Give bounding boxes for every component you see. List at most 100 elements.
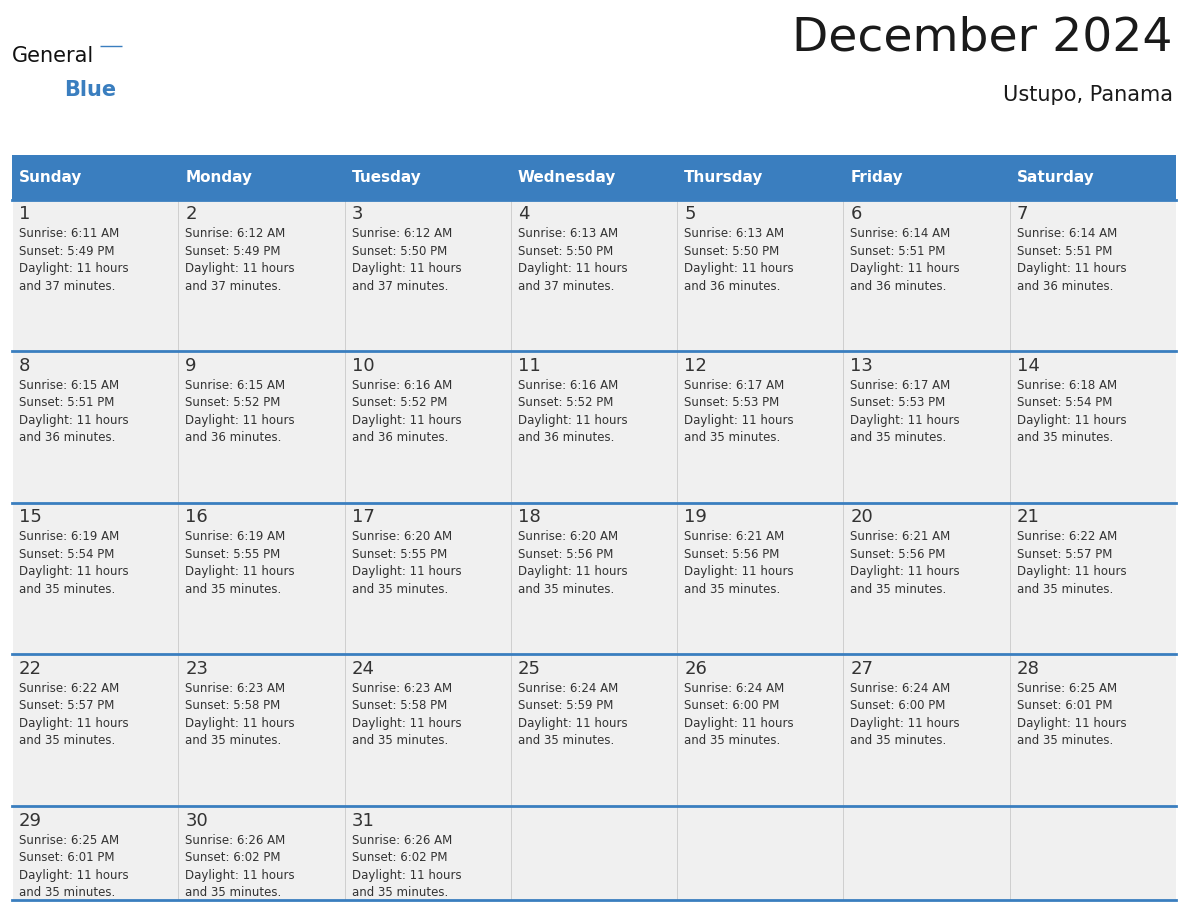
- Text: 25: 25: [518, 660, 541, 677]
- Bar: [345, 503, 511, 655]
- Text: 5: 5: [684, 206, 696, 223]
- Text: Daylight: 11 hours: Daylight: 11 hours: [19, 565, 128, 578]
- Text: 16: 16: [185, 509, 208, 526]
- Text: 12: 12: [684, 357, 707, 375]
- Text: Daylight: 11 hours: Daylight: 11 hours: [518, 263, 627, 275]
- Text: and 35 minutes.: and 35 minutes.: [518, 734, 614, 747]
- Text: and 36 minutes.: and 36 minutes.: [19, 431, 115, 444]
- Text: 28: 28: [1017, 660, 1040, 677]
- Text: and 35 minutes.: and 35 minutes.: [851, 431, 947, 444]
- Text: Sunrise: 6:16 AM: Sunrise: 6:16 AM: [518, 379, 618, 392]
- Bar: [511, 806, 677, 900]
- Text: Sunset: 5:51 PM: Sunset: 5:51 PM: [851, 245, 946, 258]
- Text: Sunset: 5:58 PM: Sunset: 5:58 PM: [185, 700, 280, 712]
- Bar: [511, 352, 677, 503]
- Text: and 35 minutes.: and 35 minutes.: [851, 583, 947, 596]
- Text: Daylight: 11 hours: Daylight: 11 hours: [185, 263, 295, 275]
- Bar: [677, 155, 843, 200]
- Text: and 35 minutes.: and 35 minutes.: [1017, 431, 1113, 444]
- Text: Daylight: 11 hours: Daylight: 11 hours: [185, 565, 295, 578]
- Text: 30: 30: [185, 812, 208, 830]
- Text: and 37 minutes.: and 37 minutes.: [185, 280, 282, 293]
- Bar: [843, 655, 1010, 806]
- Text: Daylight: 11 hours: Daylight: 11 hours: [185, 414, 295, 427]
- Text: 15: 15: [19, 509, 42, 526]
- Text: and 37 minutes.: and 37 minutes.: [19, 280, 115, 293]
- Text: and 35 minutes.: and 35 minutes.: [518, 583, 614, 596]
- Text: and 36 minutes.: and 36 minutes.: [352, 431, 448, 444]
- Text: 11: 11: [518, 357, 541, 375]
- Text: Daylight: 11 hours: Daylight: 11 hours: [352, 868, 461, 881]
- Bar: [178, 655, 345, 806]
- Text: Sunrise: 6:26 AM: Sunrise: 6:26 AM: [185, 834, 285, 846]
- Bar: [1010, 155, 1176, 200]
- Text: Sunset: 5:57 PM: Sunset: 5:57 PM: [1017, 548, 1112, 561]
- Text: Daylight: 11 hours: Daylight: 11 hours: [19, 263, 128, 275]
- Text: Sunset: 5:55 PM: Sunset: 5:55 PM: [352, 548, 447, 561]
- Text: Daylight: 11 hours: Daylight: 11 hours: [352, 414, 461, 427]
- Text: Sunrise: 6:22 AM: Sunrise: 6:22 AM: [1017, 531, 1117, 543]
- Bar: [178, 352, 345, 503]
- Text: Sunrise: 6:15 AM: Sunrise: 6:15 AM: [19, 379, 119, 392]
- Text: Daylight: 11 hours: Daylight: 11 hours: [352, 717, 461, 730]
- Bar: [677, 200, 843, 352]
- Text: 19: 19: [684, 509, 707, 526]
- Text: and 35 minutes.: and 35 minutes.: [352, 886, 448, 899]
- Text: Daylight: 11 hours: Daylight: 11 hours: [352, 263, 461, 275]
- Text: Sunset: 5:50 PM: Sunset: 5:50 PM: [518, 245, 613, 258]
- Text: Sunset: 6:02 PM: Sunset: 6:02 PM: [352, 851, 447, 864]
- Text: Sunset: 5:51 PM: Sunset: 5:51 PM: [19, 397, 114, 409]
- Bar: [843, 503, 1010, 655]
- Bar: [677, 503, 843, 655]
- Bar: [12, 155, 178, 200]
- Bar: [178, 155, 345, 200]
- Text: and 36 minutes.: and 36 minutes.: [684, 280, 781, 293]
- Text: 8: 8: [19, 357, 31, 375]
- Text: Tuesday: Tuesday: [352, 170, 422, 185]
- Text: Sunrise: 6:19 AM: Sunrise: 6:19 AM: [19, 531, 119, 543]
- Bar: [677, 806, 843, 900]
- Text: 3: 3: [352, 206, 364, 223]
- Text: Daylight: 11 hours: Daylight: 11 hours: [684, 414, 794, 427]
- Bar: [12, 352, 178, 503]
- Text: Sunrise: 6:24 AM: Sunrise: 6:24 AM: [684, 682, 784, 695]
- Text: and 36 minutes.: and 36 minutes.: [518, 431, 614, 444]
- Bar: [843, 806, 1010, 900]
- Bar: [843, 155, 1010, 200]
- Text: 24: 24: [352, 660, 374, 677]
- Text: Sunset: 5:52 PM: Sunset: 5:52 PM: [352, 397, 447, 409]
- Text: 20: 20: [851, 509, 873, 526]
- Text: Daylight: 11 hours: Daylight: 11 hours: [851, 414, 960, 427]
- Text: Sunset: 5:53 PM: Sunset: 5:53 PM: [684, 397, 779, 409]
- Bar: [12, 200, 178, 352]
- Text: Sunrise: 6:12 AM: Sunrise: 6:12 AM: [185, 227, 285, 241]
- Text: Daylight: 11 hours: Daylight: 11 hours: [185, 717, 295, 730]
- Text: Sunset: 5:52 PM: Sunset: 5:52 PM: [518, 397, 613, 409]
- Text: and 37 minutes.: and 37 minutes.: [352, 280, 448, 293]
- Bar: [178, 503, 345, 655]
- Text: Sunrise: 6:11 AM: Sunrise: 6:11 AM: [19, 227, 119, 241]
- Text: Sunrise: 6:23 AM: Sunrise: 6:23 AM: [185, 682, 285, 695]
- Bar: [1010, 200, 1176, 352]
- Text: 10: 10: [352, 357, 374, 375]
- Text: and 35 minutes.: and 35 minutes.: [185, 734, 282, 747]
- Text: 29: 29: [19, 812, 42, 830]
- Text: Daylight: 11 hours: Daylight: 11 hours: [851, 263, 960, 275]
- Text: December 2024: December 2024: [792, 15, 1173, 60]
- Text: and 36 minutes.: and 36 minutes.: [185, 431, 282, 444]
- Text: Monday: Monday: [185, 170, 252, 185]
- Bar: [843, 352, 1010, 503]
- Text: Sunrise: 6:18 AM: Sunrise: 6:18 AM: [1017, 379, 1117, 392]
- Text: Ustupo, Panama: Ustupo, Panama: [1003, 85, 1173, 105]
- Text: Sunrise: 6:25 AM: Sunrise: 6:25 AM: [1017, 682, 1117, 695]
- Bar: [12, 806, 178, 900]
- Text: Sunrise: 6:20 AM: Sunrise: 6:20 AM: [352, 531, 451, 543]
- Text: Daylight: 11 hours: Daylight: 11 hours: [518, 717, 627, 730]
- Text: Daylight: 11 hours: Daylight: 11 hours: [185, 868, 295, 881]
- Text: Sunset: 6:00 PM: Sunset: 6:00 PM: [684, 700, 779, 712]
- Text: Sunrise: 6:12 AM: Sunrise: 6:12 AM: [352, 227, 451, 241]
- Text: 17: 17: [352, 509, 374, 526]
- Text: Sunrise: 6:26 AM: Sunrise: 6:26 AM: [352, 834, 451, 846]
- Text: Daylight: 11 hours: Daylight: 11 hours: [1017, 414, 1126, 427]
- Bar: [1010, 352, 1176, 503]
